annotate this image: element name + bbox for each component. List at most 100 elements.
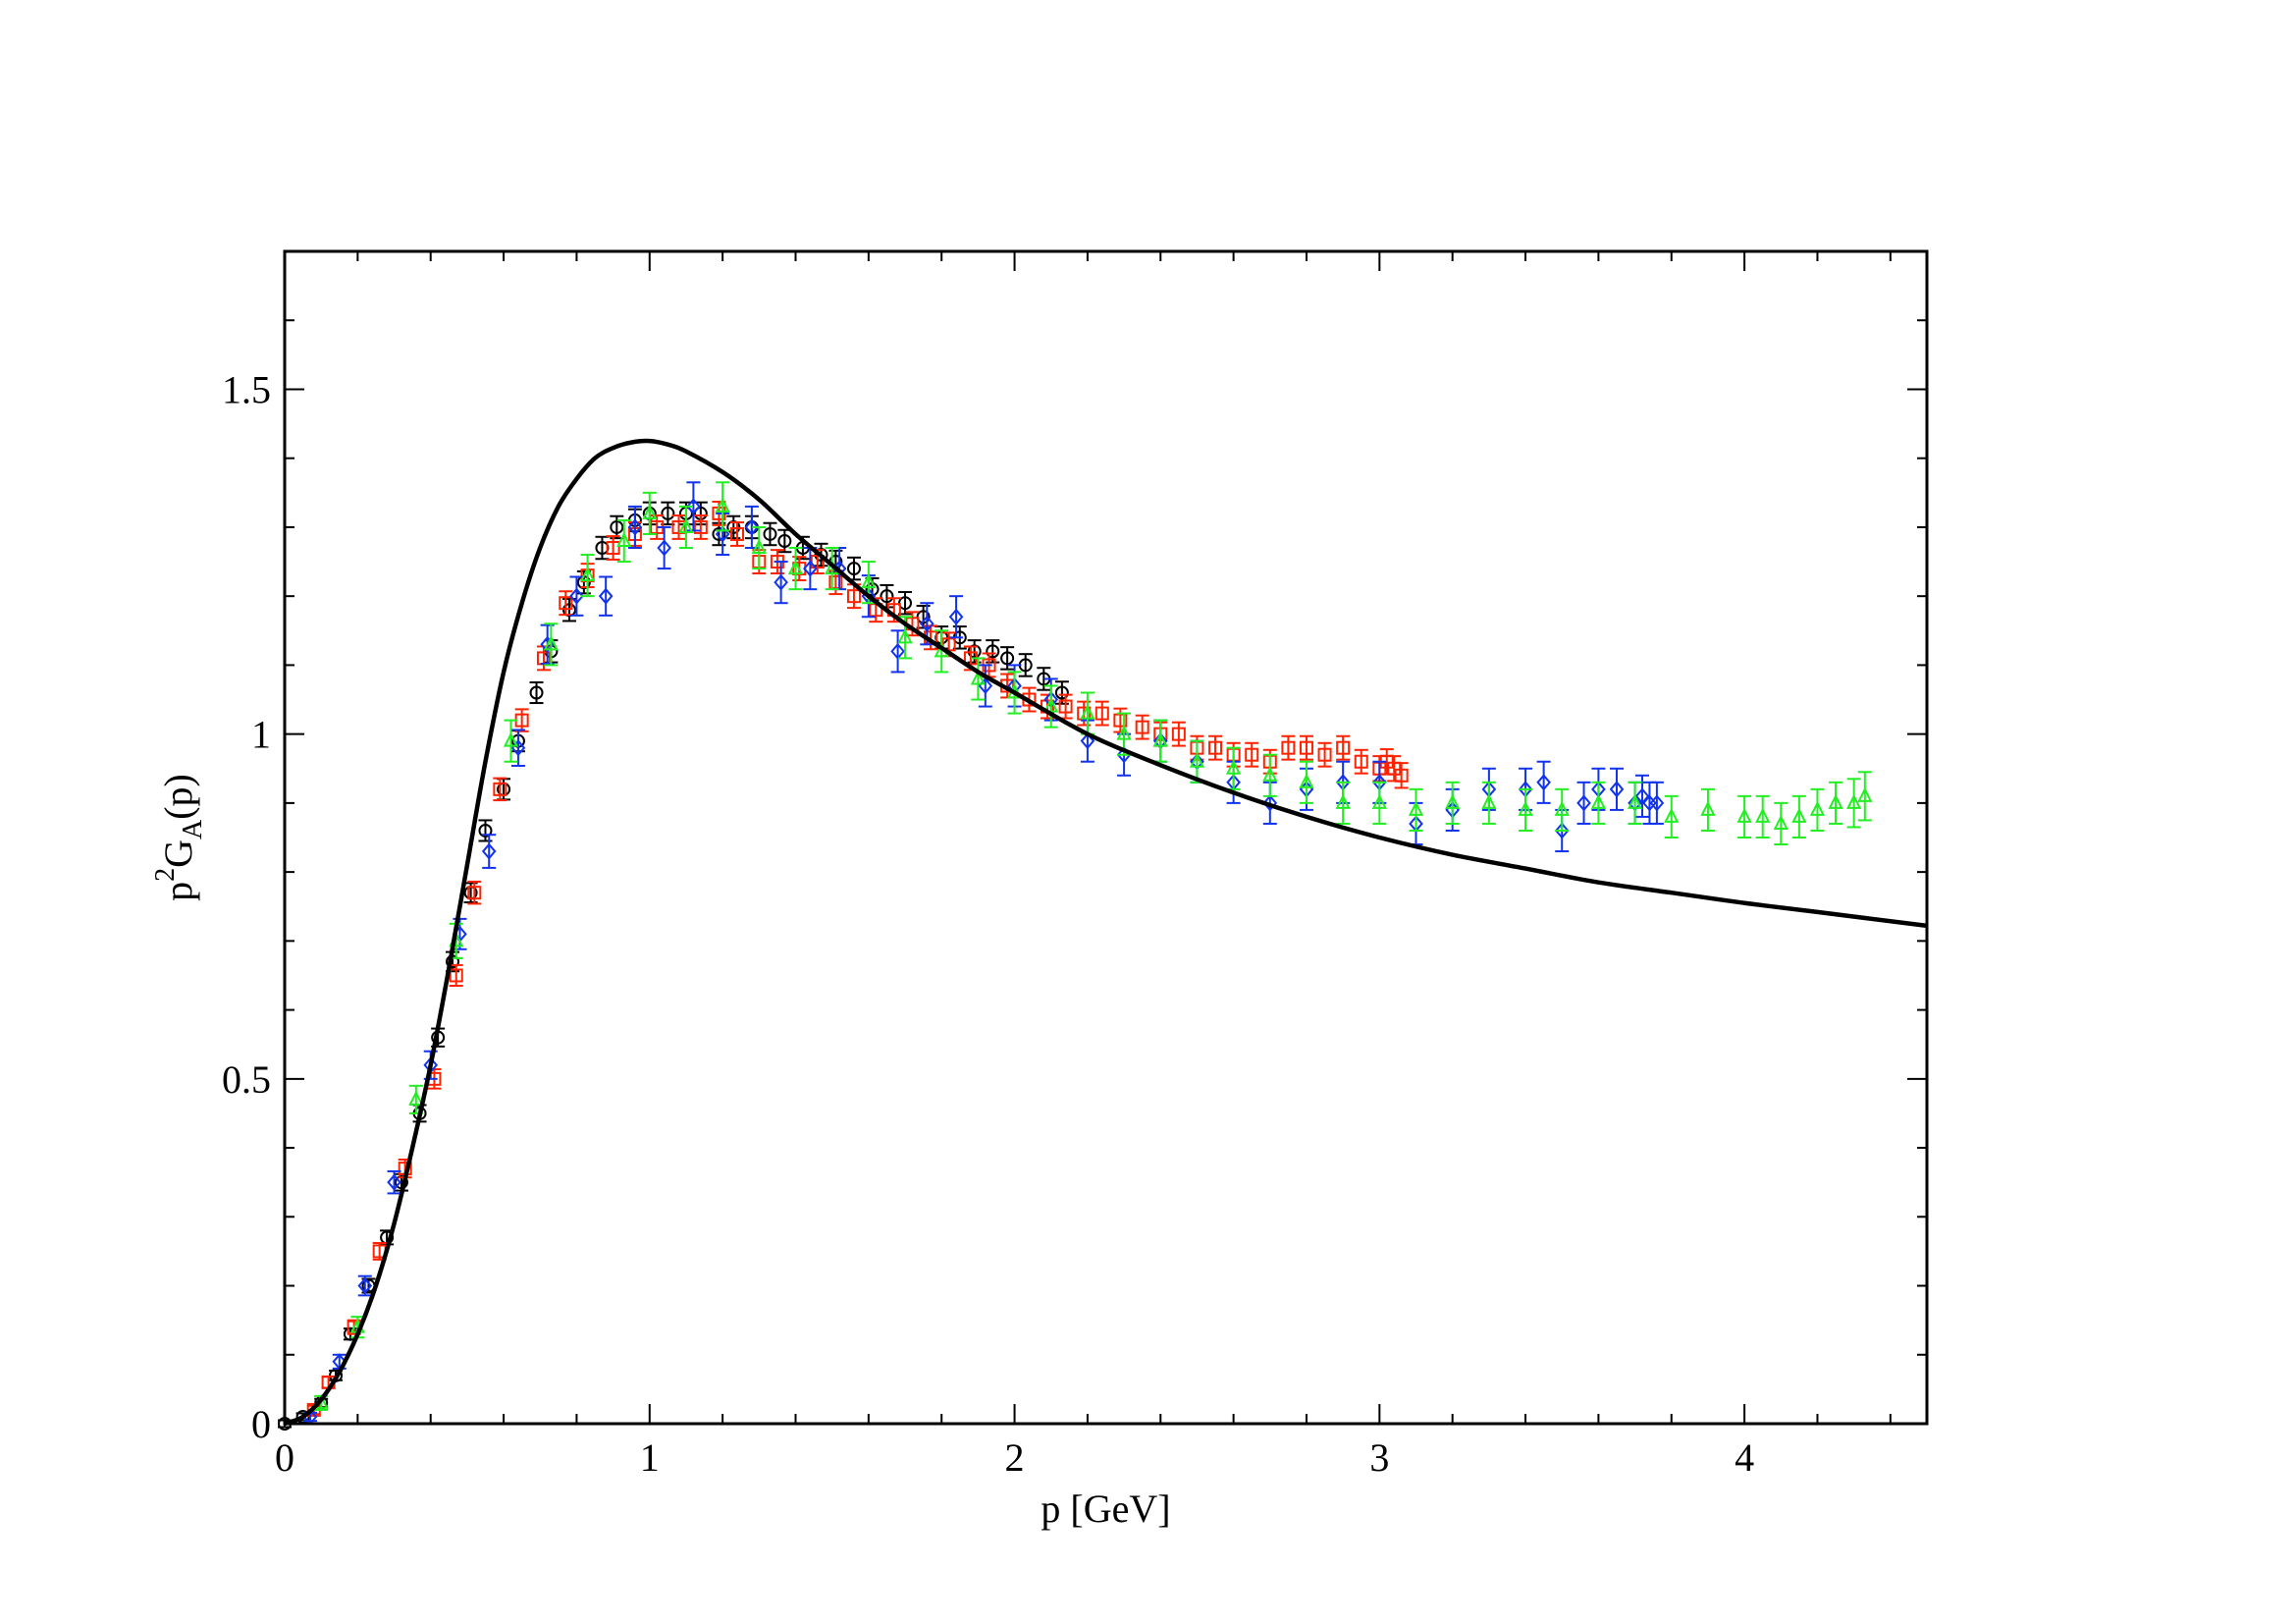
data-point xyxy=(1700,800,1716,816)
data-point xyxy=(1590,793,1607,809)
data-point xyxy=(744,518,760,536)
fit-curve xyxy=(284,438,1928,1427)
data-point xyxy=(920,615,934,632)
data-point xyxy=(1394,768,1409,783)
data-point xyxy=(561,603,576,618)
x-tick-label: 3 xyxy=(1369,1435,1389,1480)
data-point xyxy=(598,587,614,605)
data-point xyxy=(1627,793,1643,809)
data-point xyxy=(1371,793,1387,809)
data-point xyxy=(898,596,913,611)
y-tick-label: 0 xyxy=(251,1402,271,1446)
data-point xyxy=(715,525,730,543)
data-point xyxy=(1245,747,1259,762)
data-point xyxy=(1634,787,1650,805)
data-point xyxy=(1857,786,1873,802)
data-point xyxy=(1649,794,1665,812)
data-point xyxy=(1095,706,1109,721)
x-tick-label: 4 xyxy=(1735,1435,1754,1480)
data-point xyxy=(1755,807,1771,823)
data-point xyxy=(810,555,825,569)
data-point xyxy=(916,610,931,624)
data-point xyxy=(1828,793,1843,809)
data-point xyxy=(846,562,861,576)
data-point xyxy=(1846,793,1862,809)
data-point xyxy=(763,526,777,541)
data-point xyxy=(787,559,804,575)
data-point xyxy=(1317,747,1332,762)
data-point xyxy=(1354,754,1368,769)
y-axis-title-tail: (p) xyxy=(156,774,200,820)
data-point xyxy=(408,1090,424,1106)
data-point xyxy=(814,548,828,563)
data-point xyxy=(1791,807,1807,823)
data-point xyxy=(616,531,632,547)
data-point xyxy=(948,608,964,625)
data-point xyxy=(1299,740,1313,755)
y-axis-title-base: p xyxy=(156,882,200,901)
data-point xyxy=(1335,793,1351,809)
data-point xyxy=(559,596,573,611)
data-point xyxy=(774,573,788,591)
data-point xyxy=(986,644,1000,659)
data-point xyxy=(715,497,730,513)
x-tick-label: 1 xyxy=(640,1435,660,1480)
data-point xyxy=(751,538,767,555)
data-point xyxy=(1554,822,1570,839)
data-point xyxy=(357,1276,373,1295)
y-axis-title-mid: G xyxy=(156,839,200,868)
y-tick-label: 1 xyxy=(251,713,271,757)
data-point xyxy=(1113,713,1128,728)
data-point xyxy=(861,572,877,589)
data-point xyxy=(726,519,741,534)
y-axis-title-sub: A xyxy=(178,819,208,839)
data-point xyxy=(730,526,745,541)
data-point xyxy=(627,518,643,536)
x-tick-label: 2 xyxy=(1005,1435,1025,1480)
data-point xyxy=(1518,800,1533,816)
data-point xyxy=(478,823,493,838)
data-point xyxy=(579,566,596,582)
data-point xyxy=(1262,766,1278,782)
data-point xyxy=(1445,793,1461,809)
data-point xyxy=(1576,794,1591,812)
data-point xyxy=(1281,740,1296,755)
data-point xyxy=(1408,800,1424,816)
data-point xyxy=(1080,732,1095,750)
data-point xyxy=(481,842,497,860)
data-point xyxy=(1152,731,1168,747)
data-point xyxy=(610,519,624,534)
data-point xyxy=(1226,759,1242,775)
data-point xyxy=(1208,740,1223,755)
data-point xyxy=(1135,720,1149,734)
data-point xyxy=(503,731,519,747)
data-point xyxy=(387,1173,401,1191)
data-point xyxy=(1481,793,1497,809)
y-axis-title-sup: 2 xyxy=(150,868,181,882)
data-point xyxy=(1043,697,1059,713)
data-point xyxy=(828,575,843,590)
data-point xyxy=(1262,794,1278,812)
data-point xyxy=(846,589,861,604)
series-triangle xyxy=(313,481,1873,1411)
data-point xyxy=(1116,725,1132,740)
data-point xyxy=(1536,774,1551,791)
data-point xyxy=(678,517,694,533)
data-point xyxy=(967,644,982,659)
plot-frame xyxy=(283,249,1929,1426)
data-point xyxy=(1171,727,1186,741)
data-point xyxy=(642,504,658,519)
data-point xyxy=(970,670,986,685)
data-point xyxy=(1299,773,1314,788)
data-point xyxy=(606,541,620,556)
data-point xyxy=(1809,800,1826,816)
data-point xyxy=(1664,807,1680,823)
data-point xyxy=(693,519,708,534)
data-point xyxy=(880,589,894,604)
x-tick-label: 0 xyxy=(275,1435,294,1480)
data-point xyxy=(661,506,675,520)
data-point xyxy=(467,886,482,900)
data-point xyxy=(449,968,463,983)
